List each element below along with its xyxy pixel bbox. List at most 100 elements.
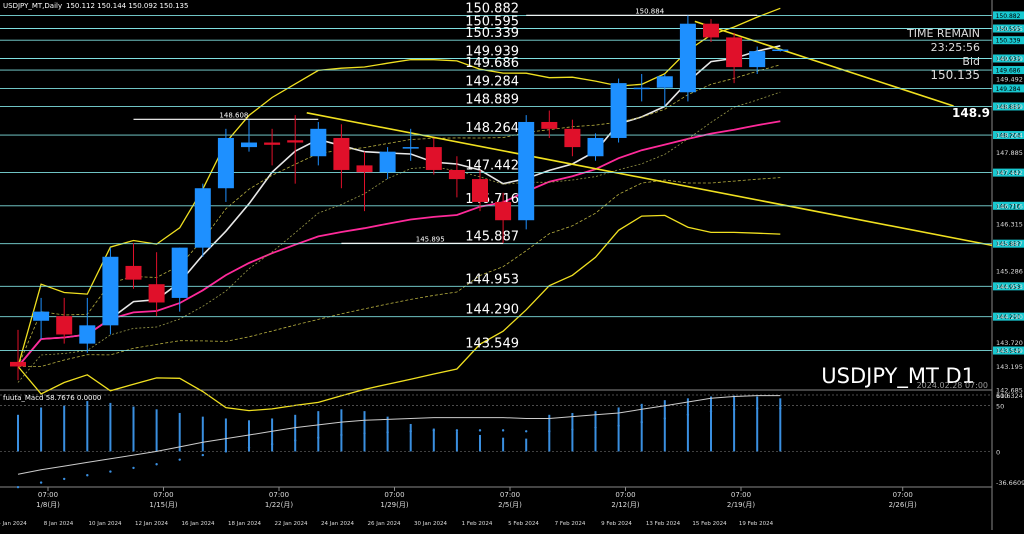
candle-body[interactable]	[472, 179, 488, 202]
candle-body[interactable]	[656, 76, 673, 88]
date-label: 5 Feb 2024	[508, 521, 539, 527]
candle-body[interactable]	[379, 151, 396, 173]
candle-body[interactable]	[10, 361, 26, 367]
candle-body[interactable]	[518, 121, 535, 221]
candle-body[interactable]	[402, 147, 419, 149]
candle-body[interactable]	[310, 128, 327, 157]
chart-header-ohlc: 150.112 150.144 150.092 150.135	[66, 2, 188, 10]
candle-body[interactable]	[772, 49, 789, 52]
candle[interactable]	[33, 297, 50, 340]
candle-body[interactable]	[356, 165, 373, 173]
candles-layer[interactable]	[10, 15, 789, 381]
time-label-hour: 07:00	[893, 491, 913, 499]
candle-body[interactable]	[610, 83, 627, 138]
price-tick-label: 146.315	[996, 221, 1023, 229]
candle-body[interactable]	[495, 201, 512, 221]
candle-body[interactable]	[148, 284, 165, 303]
edge-price-label: 148.9	[952, 106, 990, 120]
candle-body[interactable]	[541, 121, 558, 129]
candle-body[interactable]	[425, 147, 442, 170]
candle[interactable]	[125, 243, 142, 289]
candle-body[interactable]	[726, 37, 743, 68]
candle-body[interactable]	[194, 188, 211, 248]
candle[interactable]	[217, 128, 234, 202]
candle[interactable]	[518, 115, 535, 230]
candle[interactable]	[679, 15, 696, 102]
level-badge-label: 145.887	[996, 241, 1021, 248]
candle[interactable]	[564, 119, 581, 157]
date-label: 30 Jan 2024	[414, 521, 447, 527]
candle-body[interactable]	[703, 23, 719, 38]
level-price-badge	[993, 54, 1024, 63]
candle[interactable]	[287, 115, 304, 184]
date-label: 16 Jan 2024	[182, 521, 215, 527]
indicator-layer	[17, 7, 993, 412]
candle[interactable]	[656, 73, 673, 106]
candle-body[interactable]	[333, 137, 350, 170]
candle-body[interactable]	[125, 265, 142, 280]
candle[interactable]	[703, 19, 719, 42]
date-label: 8 Jan 2024	[44, 521, 74, 527]
time-label-date: 1/22(月)	[265, 501, 293, 509]
candle[interactable]	[610, 78, 627, 143]
candle[interactable]	[310, 121, 327, 166]
candle-body[interactable]	[56, 316, 73, 335]
candle-body[interactable]	[679, 23, 696, 93]
candle-body[interactable]	[749, 51, 766, 68]
candle[interactable]	[772, 49, 789, 52]
candle-body[interactable]	[102, 256, 119, 326]
candle-body[interactable]	[79, 325, 96, 344]
level-label: 147.442	[465, 159, 519, 174]
candle[interactable]	[541, 110, 558, 138]
macd-dot	[432, 429, 435, 432]
level-badge-label: 149.939	[996, 56, 1021, 63]
candle-body[interactable]	[587, 137, 604, 157]
candle[interactable]	[241, 119, 257, 152]
candle-body[interactable]	[217, 137, 234, 189]
candle-body[interactable]	[448, 169, 465, 180]
candle-body[interactable]	[564, 128, 581, 148]
level-badge-label: 149.284	[996, 86, 1021, 93]
swing-marker-label: 150.884	[635, 7, 664, 15]
candle[interactable]	[379, 147, 396, 180]
candle[interactable]	[264, 128, 281, 166]
candle[interactable]	[587, 133, 604, 161]
candle[interactable]	[148, 252, 165, 317]
candle[interactable]	[356, 151, 373, 212]
candle[interactable]	[726, 32, 743, 84]
candle[interactable]	[495, 192, 512, 244]
candle[interactable]	[749, 46, 766, 74]
candle[interactable]	[333, 124, 350, 189]
candle-body[interactable]	[33, 311, 50, 321]
candle-body[interactable]	[633, 87, 650, 90]
candle-body[interactable]	[241, 142, 257, 148]
price-tick-label: 147.885	[996, 149, 1023, 157]
candle[interactable]	[194, 183, 211, 257]
candle[interactable]	[425, 137, 442, 175]
level-badge-label: 143.549	[996, 348, 1021, 355]
macd-axis-min: -36.6609	[996, 479, 1024, 487]
candle[interactable]	[402, 128, 419, 161]
candle[interactable]	[56, 297, 73, 344]
macd-level-label: 0	[996, 448, 1000, 456]
price-tick-label: 150.595	[996, 25, 1023, 33]
candle[interactable]	[10, 329, 26, 381]
candle[interactable]	[79, 297, 96, 353]
candle[interactable]	[102, 247, 119, 335]
candle-body[interactable]	[287, 140, 304, 143]
level-badge-label: 144.290	[996, 314, 1021, 321]
candle[interactable]	[633, 73, 650, 102]
price-tick-label: 146.716	[996, 202, 1023, 210]
candle-body[interactable]	[264, 142, 281, 145]
macd-dot	[155, 463, 158, 466]
level-label: 145.887	[465, 230, 519, 245]
candle[interactable]	[472, 169, 488, 212]
level-label: 150.882	[465, 1, 519, 16]
price-tick-label: 145.887	[996, 240, 1023, 248]
candle[interactable]	[171, 247, 188, 312]
candle[interactable]	[448, 156, 465, 198]
candle-body[interactable]	[171, 247, 188, 298]
